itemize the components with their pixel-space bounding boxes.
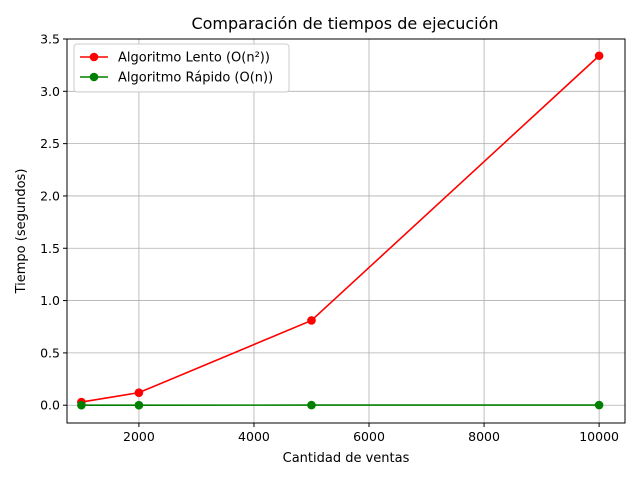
series-layer [77,51,604,410]
x-tick-label: 6000 [353,429,385,444]
series-2-point [77,400,86,410]
x-tick-label: 4000 [238,429,270,444]
x-tick-label: 8000 [468,429,500,444]
y-tick-label: 3.0 [40,84,60,99]
grid-lines [67,38,625,423]
y-tick-label: 0.0 [40,398,60,413]
y-tick-label: 2.0 [40,188,60,203]
y-tick-label: 1.0 [40,293,60,308]
y-tick-label: 2.5 [40,136,60,151]
legend-label-1: Algoritmo Lento (O(n²)) [118,51,270,66]
y-axis-ticks: 0.0 0.5 1.0 1.5 2.0 2.5 3.0 3.5 [40,32,67,413]
y-tick-label: 1.5 [40,241,60,256]
series-1-point [134,388,144,397]
y-tick-label: 3.5 [40,32,60,47]
legend-marker-1 [89,52,99,62]
legend-marker-2 [89,72,99,82]
plot-area [67,39,625,423]
series-2-point [594,400,604,410]
x-axis-ticks: 2000 4000 6000 8000 10000 [123,423,619,444]
y-tick-label: 0.5 [40,345,60,360]
legend-frame [73,43,290,93]
legend: Algoritmo Lento (O(n²)) Algoritmo Rápido … [73,43,290,93]
x-tick-label: 10000 [579,429,619,444]
series-line-1 [81,55,600,403]
series-1-point [594,51,604,61]
series-1-point [307,316,316,325]
x-axis-label: Cantidad de ventas [283,451,410,466]
chart-title: Comparación de tiempos de ejecución [191,14,498,33]
x-tick-label: 2000 [123,429,155,444]
series-2-point [134,400,144,410]
legend-label-2: Algoritmo Rápido (O(n)) [118,71,273,86]
series-2-point [307,400,316,410]
plot-frame [66,38,626,424]
y-axis-label: Tiempo (segundos) [14,169,29,295]
